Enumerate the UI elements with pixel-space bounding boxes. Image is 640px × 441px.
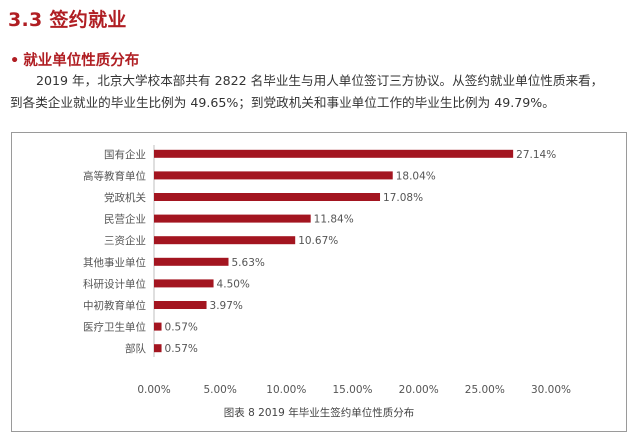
bar [154, 344, 162, 353]
category-label: 医疗卫生单位 [83, 321, 146, 334]
category-label: 党政机关 [104, 191, 146, 204]
x-tick-label: 20.00% [399, 384, 439, 396]
bar [154, 193, 381, 201]
section-title: 3.3 签约就业 [8, 9, 127, 31]
chart-frame: 国有企业 27.14% 高等教育单位 18.04% 党政机关 17.08% 民营企业 11.8… [11, 132, 627, 432]
intro-paragraph: 2019 年，北京大学校本部共有 2822 名毕业生与用人单位签订三方协议。从签… [10, 70, 632, 114]
x-tick-label: 15.00% [332, 384, 372, 396]
x-tick-label: 5.00% [203, 384, 236, 396]
bar [154, 301, 207, 309]
bar [154, 214, 311, 223]
data-label: 18.04% [396, 170, 436, 182]
category-label: 中初教育单位 [83, 299, 146, 312]
x-tick-label: 30.00% [531, 384, 571, 396]
bar [154, 236, 296, 245]
category-label: 科研设计单位 [83, 277, 146, 290]
chart-caption: 图表 8 2019 年毕业生签约单位性质分布 [224, 406, 414, 419]
bar [154, 171, 393, 180]
bar [154, 322, 162, 331]
bar [154, 279, 214, 288]
data-label: 0.57% [165, 343, 198, 355]
bullet-icon: • [10, 53, 20, 69]
data-label: 10.67% [298, 235, 338, 247]
category-label: 民营企业 [104, 213, 146, 226]
bar [154, 257, 229, 266]
bar-chart: 国有企业 27.14% 高等教育单位 18.04% 党政机关 17.08% 民营企业 11.8… [83, 145, 571, 419]
category-label: 高等教育单位 [83, 169, 146, 182]
category-label: 部队 [125, 342, 146, 355]
subsection-heading: • 就业单位性质分布 [10, 49, 139, 70]
data-label: 0.57% [165, 322, 198, 334]
x-tick-label: 0.00% [137, 384, 170, 396]
subsection-title: 就业单位性质分布 [23, 53, 140, 69]
data-label: 4.50% [217, 278, 250, 290]
paragraph-line-2: 到各类企业就业的毕业生比例为 49.65%；到党政机关和事业单位工作的毕业生比例… [10, 95, 555, 110]
x-tick-label: 10.00% [266, 384, 306, 396]
data-label: 11.84% [314, 214, 354, 226]
x-tick-label: 25.00% [465, 384, 505, 396]
data-label: 17.08% [383, 192, 423, 204]
category-label: 国有企业 [104, 148, 146, 161]
bar [154, 149, 514, 158]
data-label: 27.14% [516, 149, 556, 161]
category-label: 三资企业 [104, 234, 146, 247]
data-label: 5.63% [232, 257, 265, 269]
category-label: 其他事业单位 [83, 256, 146, 269]
data-label: 3.97% [210, 300, 243, 312]
paragraph-line-1: 2019 年，北京大学校本部共有 2822 名毕业生与用人单位签订三方协议。从签… [36, 73, 604, 88]
